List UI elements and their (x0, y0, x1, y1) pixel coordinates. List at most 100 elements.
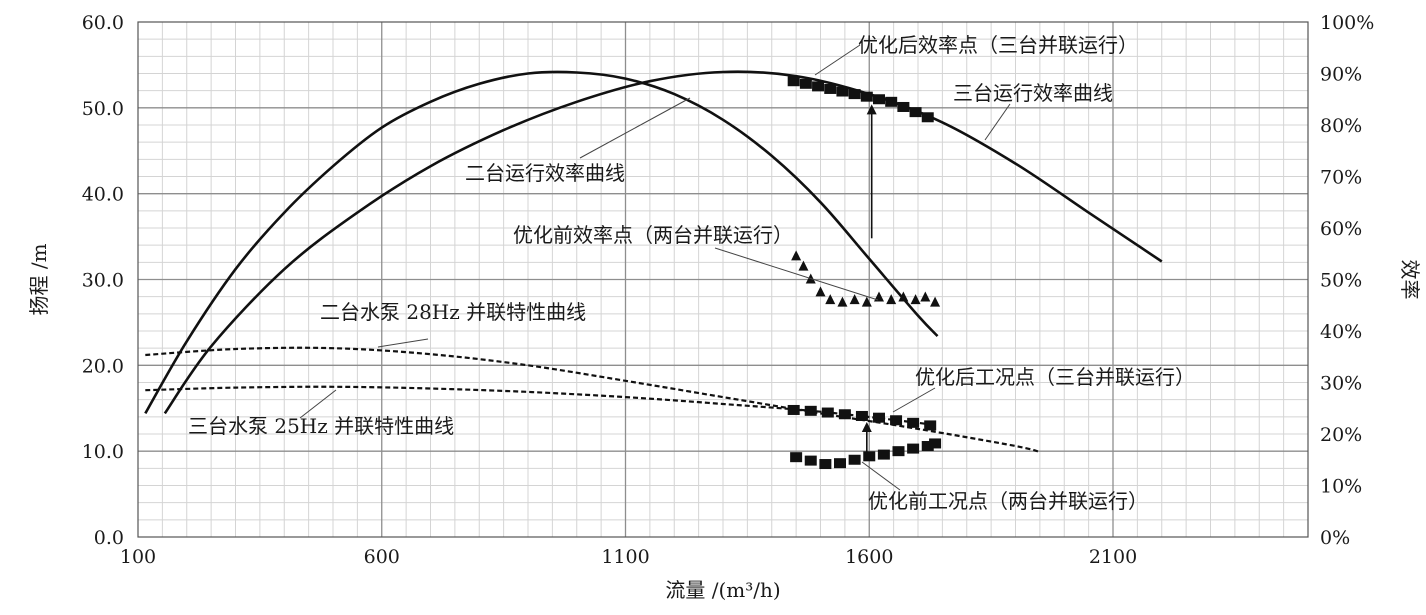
arrow-head (861, 421, 872, 432)
square-point (921, 112, 934, 123)
y-left-tick-label: 10.0 (82, 441, 124, 463)
square-point (848, 454, 861, 465)
y-right-tick-label: 20% (1320, 424, 1362, 446)
square-point (790, 452, 803, 463)
series-two-pump-efficiency-curve (144, 70, 939, 415)
annotation-after-efficiency: 优化后效率点（三台并联运行） (858, 33, 1138, 57)
triangle-point (861, 296, 872, 307)
marker-before-efficiency (791, 250, 941, 307)
annotation-layer: 优化后效率点（三台并联运行） 三台运行效率曲线 二台运行效率曲线 优化前效率点（… (188, 33, 1195, 513)
leader-after-efficiency (814, 44, 861, 76)
square-point (929, 438, 942, 449)
series-layer (144, 70, 1163, 454)
square-point (860, 91, 873, 102)
square-point (909, 107, 922, 118)
marker-before-operating (790, 438, 942, 470)
annotation-after-operating: 优化后工况点（三台并联运行） (915, 365, 1195, 389)
triangle-point (815, 286, 826, 297)
square-point (824, 83, 837, 94)
square-point (848, 89, 861, 100)
triangle-point (791, 250, 802, 261)
y-right-tick-label: 100% (1320, 12, 1374, 34)
triangle-point (910, 294, 921, 305)
square-point (812, 81, 825, 92)
x-tick-label: 100 (120, 546, 156, 568)
marker-after-operating (787, 404, 937, 431)
y-left-tick-label: 0.0 (94, 527, 124, 549)
y-right-tick-label: 90% (1320, 64, 1362, 86)
x-tick-label: 1100 (601, 546, 649, 568)
y-left-tick-label: 50.0 (82, 98, 124, 120)
square-point (821, 407, 834, 418)
triangle-point (798, 260, 809, 271)
square-point (907, 417, 920, 428)
annotation-before-efficiency: 优化前效率点（两台并联运行） (513, 223, 793, 247)
triangle-point (837, 296, 848, 307)
x-axis-label: 流量 /(m³/h) (665, 578, 780, 602)
marker-layer (787, 76, 942, 470)
arrow-layer (861, 104, 877, 455)
major-gridlines (138, 22, 1308, 537)
marker-after-efficiency (787, 76, 934, 123)
square-point (877, 449, 890, 460)
series-two-pump-28hz-curve (145, 346, 1041, 454)
leader-after-operating (892, 387, 936, 413)
leader-before-efficiency (714, 247, 879, 301)
annotation-three-pump-25hz-curve: 三台水泵 25Hz 并联特性曲线 (188, 414, 454, 438)
annotation-three-pump-efficiency-curve: 三台运行效率曲线 (953, 81, 1113, 105)
square-point (921, 441, 934, 452)
operating-point-shift-arrow (861, 421, 872, 455)
efficiency-improvement-arrow (866, 104, 877, 239)
leader-before-operating (861, 461, 901, 491)
y-right-tick-label: 50% (1320, 270, 1362, 292)
square-point (873, 94, 885, 105)
square-point (897, 101, 910, 112)
y-right-tick-label: 30% (1320, 373, 1362, 395)
square-point (890, 415, 903, 426)
y-left-tick-label: 20.0 (82, 355, 124, 377)
square-point (924, 420, 937, 431)
square-point (836, 86, 849, 97)
y-right-tick-label: 40% (1320, 321, 1362, 343)
x-tick-label: 600 (364, 546, 400, 568)
leader-two-pump-28hz (377, 338, 429, 348)
square-point (838, 409, 851, 420)
annotation-two-pump-efficiency-curve: 二台运行效率曲线 (465, 161, 625, 185)
square-point (892, 446, 905, 457)
y-right-tick-label: 60% (1320, 218, 1362, 240)
leader-three-pump-efficiency (984, 103, 1011, 141)
triangle-point (920, 291, 931, 302)
y-axis-right-label: 效率 (1398, 260, 1422, 300)
square-point (873, 412, 885, 423)
square-point (804, 405, 817, 416)
triangle-point (930, 296, 941, 307)
square-point (855, 410, 868, 421)
square-point (907, 443, 920, 454)
plot-frame (137, 21, 1309, 538)
leader-three-pump-25hz (299, 389, 337, 419)
y-right-tick-label: 10% (1320, 476, 1362, 498)
y-right-tick-label: 70% (1320, 167, 1362, 189)
annotation-two-pump-28hz-curve: 二台水泵 28Hz 并联特性曲线 (320, 300, 586, 324)
arrow-head (866, 104, 877, 115)
annotation-before-operating: 优化前工况点（两台并联运行） (868, 489, 1148, 513)
series-three-pump-efficiency-curve (163, 70, 1163, 415)
y-right-tick-label: 0% (1320, 527, 1350, 549)
y-right-tick-label: 80% (1320, 115, 1362, 137)
square-point (863, 451, 876, 462)
square-point (819, 459, 832, 470)
triangle-point (849, 294, 860, 305)
triangle-point (886, 294, 897, 305)
triangle-point (898, 291, 909, 302)
x-tick-label: 2100 (1089, 546, 1137, 568)
square-point (885, 96, 898, 107)
triangle-point (825, 294, 836, 305)
square-point (787, 76, 800, 87)
y-left-tick-label: 30.0 (82, 270, 124, 292)
square-point (787, 404, 800, 415)
tick-labels: 100 600 1100 1600 2100 0.0 10.0 20.0 30.0 40.0 50.… (82, 12, 1375, 568)
square-point (799, 78, 812, 89)
leader-two-pump-efficiency (579, 97, 691, 159)
square-point (834, 458, 846, 469)
